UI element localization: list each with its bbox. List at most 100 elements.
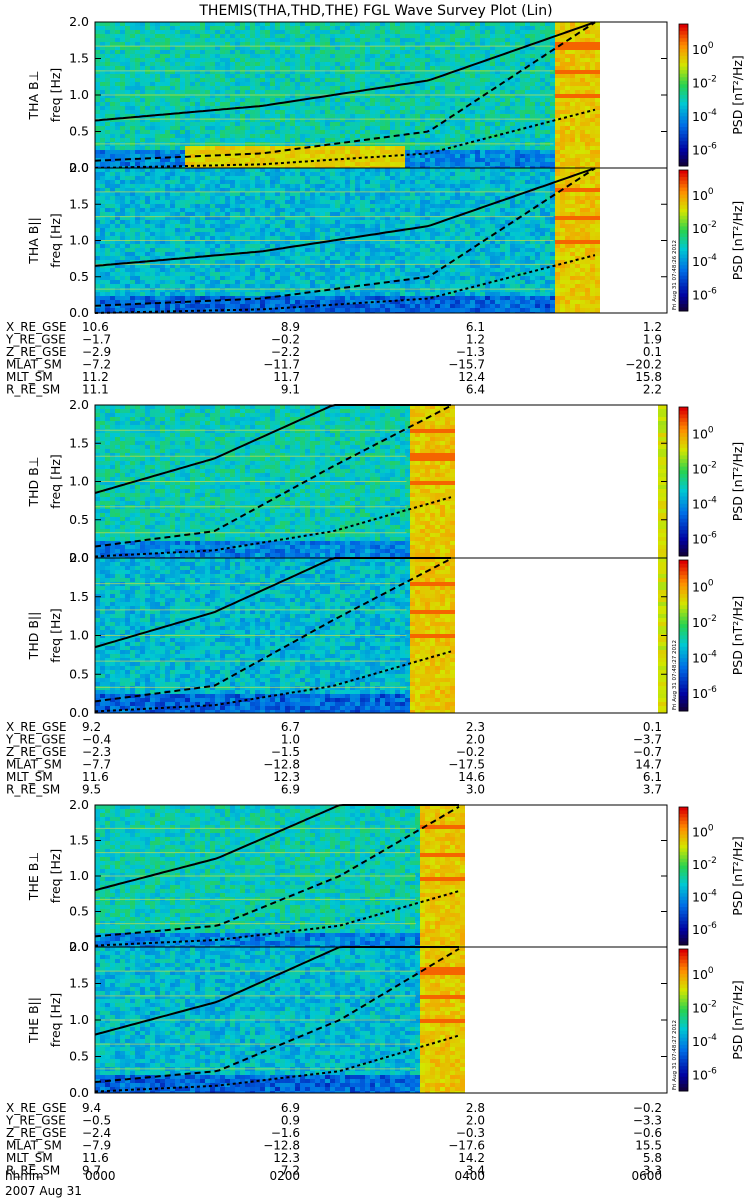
spectrogram-cell [300, 86, 305, 90]
spectrogram-cell [130, 126, 135, 130]
spectrogram-cell [370, 94, 375, 98]
spectrogram-cell [245, 118, 250, 122]
spectrogram-cell [440, 146, 445, 150]
spectrogram-cell [435, 30, 440, 34]
spectrogram-cell [145, 220, 150, 224]
spectrogram-cell [195, 134, 200, 138]
spectrogram-cell [215, 34, 220, 38]
spectrogram-cell [490, 62, 495, 66]
spectrogram-cell [235, 22, 240, 26]
spectrogram-cell [155, 154, 160, 158]
spectrogram-cell [285, 106, 290, 110]
spectrogram-cell [165, 50, 170, 54]
spectrogram-cell [395, 58, 400, 62]
spectrogram-cell [185, 26, 190, 30]
spectrogram-cell [125, 304, 130, 308]
spectrogram-cell [120, 54, 125, 58]
spectrogram-cell [160, 180, 165, 184]
spectrogram-cell [345, 146, 350, 150]
spectrogram-cell [255, 166, 260, 168]
spectrogram-cell [280, 94, 285, 98]
spectrogram-cell [495, 30, 500, 34]
spectrogram-cell [110, 180, 115, 184]
spectrogram-cell [485, 74, 490, 78]
spectrogram-cell [140, 208, 145, 212]
spectrogram-cell [300, 126, 305, 130]
spectrogram-cell [245, 146, 250, 150]
spectrogram-cell [125, 138, 130, 142]
spectrogram-cell [520, 130, 525, 134]
spectrogram-cell [335, 38, 340, 42]
spectrogram-cell [335, 126, 340, 130]
spectrogram-cell [135, 130, 140, 134]
spectrogram-cell [125, 42, 130, 46]
spectrogram-cell [200, 248, 205, 252]
spectrogram-cell [415, 162, 420, 166]
spectrogram-cell [215, 22, 220, 26]
spectrogram-cell [245, 168, 250, 172]
spectrogram-cell [360, 114, 365, 118]
spectrogram-cell [505, 146, 510, 150]
spectrogram-cell [135, 154, 140, 158]
spectrogram-cell [135, 220, 140, 224]
spectrogram-cell [500, 126, 505, 130]
spectrogram-cell [415, 78, 420, 82]
spectrogram-cell [300, 46, 305, 50]
spectrogram-cell [390, 26, 395, 30]
spectrogram-cell [520, 66, 525, 70]
spectrogram-cell [260, 30, 265, 34]
spectrogram-cell [585, 166, 590, 168]
spectrogram-cell [445, 26, 450, 30]
spectrogram-cell [105, 200, 110, 204]
spectrogram-cell [300, 70, 305, 74]
spectrogram-cell [175, 264, 180, 268]
spectrogram-cell [580, 86, 585, 90]
spectrogram-cell [235, 150, 240, 154]
spectrogram-cell [140, 284, 145, 288]
spectrogram-cell [235, 276, 240, 280]
spectrogram-cell [500, 118, 505, 122]
spectrogram-cell [505, 154, 510, 158]
spectrogram-cell [220, 58, 225, 62]
spectrogram-cell [185, 288, 190, 292]
spectrogram-cell [585, 102, 590, 106]
spectrogram-cell [480, 138, 485, 142]
spectrogram-cell [175, 248, 180, 252]
spectrogram-cell [135, 22, 140, 26]
spectrogram-cell [310, 86, 315, 90]
spectrogram-cell [565, 74, 570, 78]
spectrogram-cell [470, 66, 475, 70]
spectrogram-cell [585, 118, 590, 122]
spectrogram-cell [505, 118, 510, 122]
spectrogram-cell [210, 114, 215, 118]
spectrogram-cell [475, 130, 480, 134]
spectrogram-cell [250, 168, 255, 172]
spectrogram-cell [445, 138, 450, 142]
spectrogram-cell [240, 196, 245, 200]
spectrogram-cell [425, 74, 430, 78]
spectrogram-cell [220, 38, 225, 42]
spectrogram-cell [555, 90, 560, 94]
spectrogram-cell [420, 154, 425, 158]
spectrogram-cell [130, 168, 135, 172]
colorbar-tick-label: 100 [692, 41, 714, 57]
colorbar-swatch [679, 95, 688, 100]
spectrogram-cell [530, 166, 535, 168]
spectrogram-cell [195, 82, 200, 86]
spectrogram-cell [300, 162, 305, 166]
spectrogram-cell [255, 58, 260, 62]
spectrogram-cell [465, 122, 470, 126]
spectrogram-cell [510, 158, 515, 162]
spectrogram-cell [160, 118, 165, 122]
spectrogram-cell [360, 90, 365, 94]
spectrogram-cell [180, 134, 185, 138]
spectrogram-cell [345, 126, 350, 130]
spectrogram-cell [115, 106, 120, 110]
spectrogram-cell [435, 58, 440, 62]
spectrogram-cell [390, 38, 395, 42]
spectrogram-cell [420, 86, 425, 90]
spectrogram-cell [245, 78, 250, 82]
spectrogram-cell [355, 62, 360, 66]
spectrogram-cell [335, 62, 340, 66]
spectrogram-cell [145, 78, 150, 82]
